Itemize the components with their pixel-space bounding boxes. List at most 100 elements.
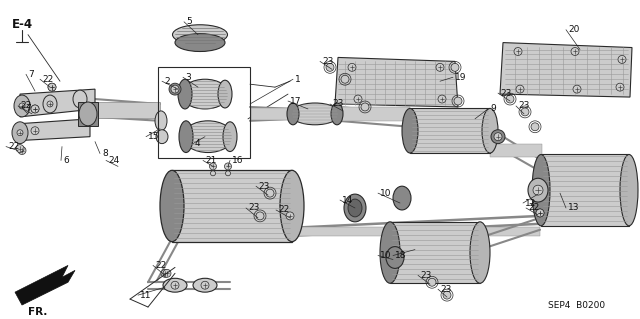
Text: 9: 9: [490, 104, 496, 114]
Ellipse shape: [380, 222, 400, 283]
Circle shape: [171, 85, 179, 93]
Circle shape: [521, 108, 529, 116]
Circle shape: [211, 171, 216, 176]
Circle shape: [443, 291, 451, 299]
Circle shape: [361, 103, 369, 111]
Text: 13: 13: [568, 204, 579, 212]
Ellipse shape: [532, 154, 550, 226]
Circle shape: [326, 63, 334, 71]
Circle shape: [533, 185, 543, 195]
Ellipse shape: [155, 111, 167, 131]
Ellipse shape: [73, 90, 87, 108]
Ellipse shape: [393, 186, 411, 210]
Ellipse shape: [181, 79, 229, 109]
Bar: [338, 107, 410, 121]
Text: 2: 2: [164, 77, 170, 86]
Circle shape: [514, 48, 522, 56]
Ellipse shape: [491, 130, 505, 144]
Circle shape: [17, 130, 23, 136]
Circle shape: [286, 212, 294, 220]
Circle shape: [341, 75, 349, 83]
Circle shape: [436, 63, 444, 71]
Text: 16: 16: [232, 156, 243, 165]
Circle shape: [266, 189, 274, 197]
Circle shape: [171, 281, 179, 289]
Circle shape: [348, 63, 356, 71]
Text: 20: 20: [568, 25, 579, 34]
Text: E-4: E-4: [12, 18, 33, 31]
Circle shape: [16, 145, 24, 152]
Circle shape: [209, 163, 216, 170]
Ellipse shape: [160, 170, 184, 242]
Text: 24: 24: [108, 156, 119, 165]
Ellipse shape: [43, 95, 57, 113]
Circle shape: [536, 209, 544, 217]
Text: 5: 5: [186, 17, 192, 26]
Text: 23: 23: [500, 89, 511, 98]
Ellipse shape: [173, 25, 227, 45]
Circle shape: [225, 163, 232, 170]
Text: 12: 12: [525, 198, 536, 208]
Circle shape: [256, 212, 264, 220]
Ellipse shape: [287, 103, 299, 125]
Circle shape: [18, 146, 26, 154]
Circle shape: [531, 123, 539, 131]
Ellipse shape: [79, 102, 97, 126]
Circle shape: [47, 101, 53, 107]
Text: 22: 22: [155, 261, 166, 270]
Ellipse shape: [470, 222, 490, 283]
Text: 22: 22: [8, 142, 19, 151]
Ellipse shape: [12, 122, 28, 144]
Polygon shape: [500, 42, 632, 97]
Bar: [490, 144, 542, 158]
Circle shape: [161, 269, 169, 277]
Text: 11: 11: [140, 291, 152, 300]
Circle shape: [438, 95, 446, 103]
Circle shape: [225, 171, 230, 176]
Ellipse shape: [402, 108, 418, 153]
Polygon shape: [18, 119, 90, 141]
Text: 15: 15: [148, 132, 159, 141]
Text: 6: 6: [63, 156, 68, 165]
Bar: [251, 108, 293, 120]
Text: 22: 22: [20, 101, 31, 110]
Bar: [410, 108, 490, 153]
Ellipse shape: [344, 194, 366, 222]
Circle shape: [19, 103, 25, 109]
Ellipse shape: [280, 170, 304, 242]
Circle shape: [536, 209, 544, 217]
Circle shape: [31, 105, 39, 113]
Text: 7: 7: [28, 70, 34, 79]
Circle shape: [31, 127, 39, 135]
Ellipse shape: [163, 278, 187, 292]
Circle shape: [201, 281, 209, 289]
Text: 10: 10: [380, 251, 392, 260]
Ellipse shape: [169, 83, 181, 95]
Bar: [78, 101, 98, 126]
Text: 23: 23: [332, 100, 344, 108]
Ellipse shape: [348, 199, 362, 217]
Circle shape: [48, 83, 56, 91]
Circle shape: [451, 63, 459, 71]
Ellipse shape: [183, 121, 233, 152]
Ellipse shape: [386, 247, 404, 268]
Ellipse shape: [175, 34, 225, 51]
Text: 22: 22: [528, 204, 540, 212]
Polygon shape: [20, 89, 95, 117]
Circle shape: [428, 278, 436, 286]
Circle shape: [618, 56, 626, 63]
Text: SEP4  B0200: SEP4 B0200: [548, 300, 605, 309]
Circle shape: [163, 269, 171, 277]
Text: 21: 21: [205, 156, 216, 165]
Text: 23: 23: [258, 182, 269, 191]
Text: 23: 23: [248, 204, 259, 212]
Ellipse shape: [156, 130, 168, 144]
Text: 23: 23: [420, 271, 431, 280]
Polygon shape: [335, 57, 458, 107]
Circle shape: [454, 97, 462, 105]
Ellipse shape: [178, 79, 192, 109]
Polygon shape: [15, 265, 75, 305]
Ellipse shape: [179, 121, 193, 152]
Text: 7: 7: [25, 104, 31, 114]
Text: 23: 23: [322, 57, 333, 66]
